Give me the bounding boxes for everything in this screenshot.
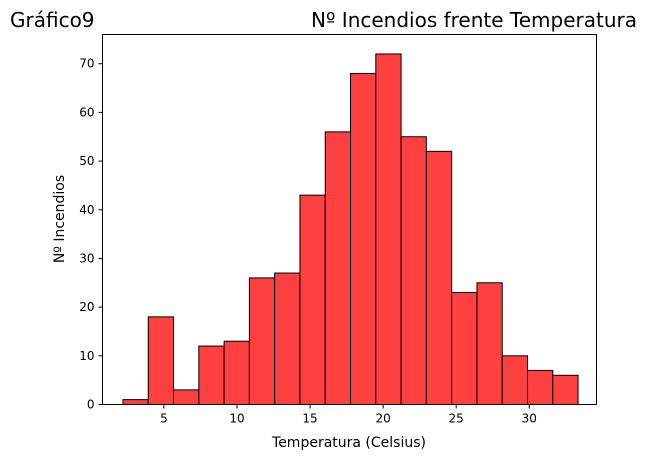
y-axis-label: Nº Incendios (52, 175, 68, 263)
histogram-bar (324, 131, 352, 405)
histogram-bar (425, 150, 453, 405)
y-tick-label: 60 (79, 105, 94, 119)
histogram-bar (299, 194, 326, 405)
y-tick-label: 20 (79, 300, 94, 314)
y-tick-label: 50 (79, 154, 94, 168)
histogram-bar (501, 355, 529, 406)
x-axis-label: Temperatura (Celsius) (271, 435, 426, 451)
histogram-bar (173, 389, 200, 406)
histogram-bar (122, 399, 149, 406)
y-tick-label: 40 (79, 203, 94, 217)
chart-title: Nº Incendios frente Temperatura (311, 8, 637, 32)
histogram-bar (400, 136, 427, 406)
histogram-bar (198, 345, 225, 405)
histogram-bar (350, 72, 377, 405)
x-tick-label: 20 (375, 412, 390, 426)
histogram-bar (451, 292, 478, 405)
y-tick-label: 10 (79, 349, 94, 363)
histogram-bar (274, 272, 301, 405)
x-tick-label: 25 (449, 412, 464, 426)
histogram-bar (248, 277, 276, 406)
x-tick-label: 30 (522, 412, 537, 426)
plot-frame (102, 34, 597, 405)
histogram-bar (223, 340, 250, 405)
chart-subtitle: Gráfico9 (10, 8, 95, 32)
histogram-bar (476, 282, 503, 406)
y-tick-label: 0 (87, 398, 95, 412)
histogram-bar (147, 316, 175, 405)
axis-ticks-group: 5 10 15 20 25 30 0 10 20 30 40 50 60 70 (79, 57, 537, 426)
x-tick-label: 15 (302, 412, 317, 426)
bars-group (122, 53, 579, 406)
y-tick-label: 70 (79, 57, 94, 71)
histogram-bar (527, 369, 554, 406)
y-tick-label: 30 (79, 251, 94, 265)
x-tick-label: 10 (229, 412, 244, 426)
x-tick-label: 5 (160, 412, 168, 426)
histogram-bar (375, 53, 402, 405)
histogram-bar (552, 374, 579, 406)
